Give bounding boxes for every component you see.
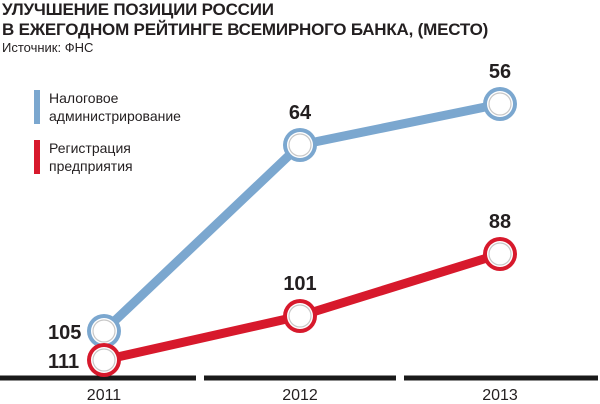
chart-title: УЛУЧШЕНИЕ ПОЗИЦИИ РОССИИ В ЕЖЕГОДНОМ РЕЙ… xyxy=(2,0,598,40)
chart-title-line-1: УЛУЧШЕНИЕ ПОЗИЦИИ РОССИИ xyxy=(2,0,274,19)
point-registration-inner xyxy=(288,304,312,328)
legend-label-registration: предприятия xyxy=(49,158,133,174)
data-label-tax: 56 xyxy=(489,61,511,83)
data-label-registration: 101 xyxy=(283,273,316,295)
point-registration-inner xyxy=(488,242,512,266)
legend-swatch-tax xyxy=(34,90,40,124)
point-tax-inner xyxy=(92,319,116,343)
chart-source: Источник: ФНС xyxy=(2,40,94,55)
data-label-registration: 111 xyxy=(48,351,79,373)
x-tick-label: 2012 xyxy=(282,387,318,404)
legend-label-registration: Регистрация xyxy=(49,140,131,156)
chart-title-line-2: В ЕЖЕГОДНОМ РЕЙТИНГЕ ВСЕМИРНОГО БАНКА, (… xyxy=(2,20,489,39)
point-tax-inner xyxy=(488,92,512,116)
legend-label-tax: Налоговое xyxy=(49,90,119,106)
x-tick-label: 2013 xyxy=(482,387,518,404)
legend-swatch-registration xyxy=(34,140,40,174)
legend-label-tax: администрирование xyxy=(49,108,181,124)
data-label-registration: 88 xyxy=(489,211,511,233)
x-tick-label: 2011 xyxy=(87,387,122,404)
data-label-tax: 105 xyxy=(48,322,81,344)
point-tax-inner xyxy=(288,133,312,157)
point-registration-inner xyxy=(92,348,116,372)
data-label-tax: 64 xyxy=(289,102,312,124)
